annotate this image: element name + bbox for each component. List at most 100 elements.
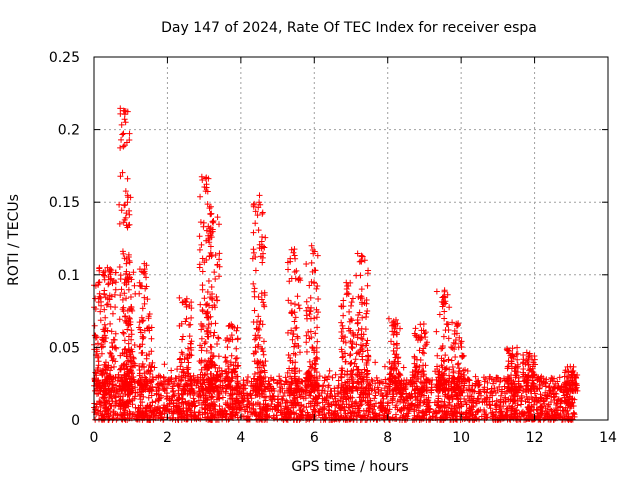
data-point — [205, 324, 212, 331]
data-point — [105, 387, 112, 394]
data-point — [209, 393, 216, 400]
data-point — [203, 366, 210, 373]
data-point — [307, 294, 314, 301]
data-point — [261, 394, 268, 401]
data-point — [126, 211, 133, 218]
data-point — [179, 333, 186, 340]
data-point — [142, 381, 149, 388]
data-point — [507, 397, 514, 404]
data-point — [523, 393, 530, 400]
data-point — [131, 395, 138, 402]
data-point — [120, 361, 127, 368]
data-point — [397, 407, 404, 414]
data-point — [244, 379, 251, 386]
data-point — [468, 386, 475, 393]
data-point — [347, 351, 354, 358]
data-point — [108, 376, 115, 383]
data-point — [234, 335, 241, 342]
data-point — [441, 398, 448, 405]
data-point — [139, 399, 146, 406]
data-point — [199, 411, 206, 418]
data-point — [486, 373, 493, 380]
data-point — [283, 410, 290, 417]
data-point — [174, 366, 181, 373]
data-point — [148, 392, 155, 399]
data-point — [198, 326, 205, 333]
data-point — [360, 407, 367, 414]
data-point — [216, 364, 223, 371]
data-point — [206, 225, 213, 232]
data-point — [169, 385, 176, 392]
data-point — [122, 119, 129, 126]
data-point — [332, 415, 339, 422]
data-point — [278, 412, 285, 419]
data-point — [129, 307, 136, 314]
data-point — [205, 333, 212, 340]
data-point — [178, 374, 185, 381]
data-point — [176, 373, 183, 380]
data-point — [186, 333, 193, 340]
data-point — [538, 410, 545, 417]
data-point — [121, 142, 128, 149]
data-point — [472, 373, 479, 380]
data-point — [204, 361, 211, 368]
data-point — [391, 359, 398, 366]
data-point — [137, 391, 144, 398]
data-point — [265, 380, 272, 387]
data-point — [125, 340, 132, 347]
data-point — [168, 367, 175, 374]
data-point — [119, 169, 126, 176]
data-point — [208, 349, 215, 356]
chart-title: Day 147 of 2024, Rate Of TEC Index for r… — [161, 20, 537, 36]
data-point — [122, 214, 129, 221]
data-point — [127, 194, 134, 201]
data-point — [335, 390, 342, 397]
data-point — [96, 416, 103, 423]
data-point — [484, 386, 491, 393]
data-point — [452, 408, 459, 415]
data-point — [320, 404, 327, 411]
data-point — [184, 354, 191, 361]
data-point — [426, 409, 433, 416]
data-point — [359, 413, 366, 420]
data-point — [526, 399, 533, 406]
data-point — [273, 404, 280, 411]
data-point — [545, 384, 552, 391]
data-point — [556, 413, 563, 420]
data-point — [348, 316, 355, 323]
data-point — [433, 288, 440, 295]
data-point — [447, 408, 454, 415]
data-point — [184, 411, 191, 418]
data-point — [121, 371, 128, 378]
data-point — [214, 340, 221, 347]
data-point — [140, 386, 147, 393]
data-point — [390, 341, 397, 348]
data-point — [419, 368, 426, 375]
data-point — [105, 364, 112, 371]
x-tick-label: 4 — [236, 430, 245, 446]
data-point — [197, 301, 204, 308]
data-point — [337, 407, 344, 414]
data-point — [107, 320, 114, 327]
data-point — [273, 412, 280, 419]
data-point — [506, 375, 513, 382]
y-axis-label: ROTI / TECUs — [6, 194, 22, 286]
data-point — [126, 398, 133, 405]
x-tick-label: 2 — [163, 430, 172, 446]
data-point — [305, 400, 312, 407]
data-point — [216, 221, 223, 228]
data-point — [140, 334, 147, 341]
data-point — [277, 400, 284, 407]
data-point — [136, 392, 143, 399]
data-point — [130, 355, 137, 362]
data-point — [377, 405, 384, 412]
data-point — [312, 361, 319, 368]
data-point — [187, 321, 194, 328]
data-point — [229, 336, 236, 343]
data-point — [313, 285, 320, 292]
data-point — [93, 334, 100, 341]
data-point — [155, 391, 162, 398]
data-point — [186, 405, 193, 412]
data-point — [222, 408, 229, 415]
data-point — [312, 365, 319, 372]
